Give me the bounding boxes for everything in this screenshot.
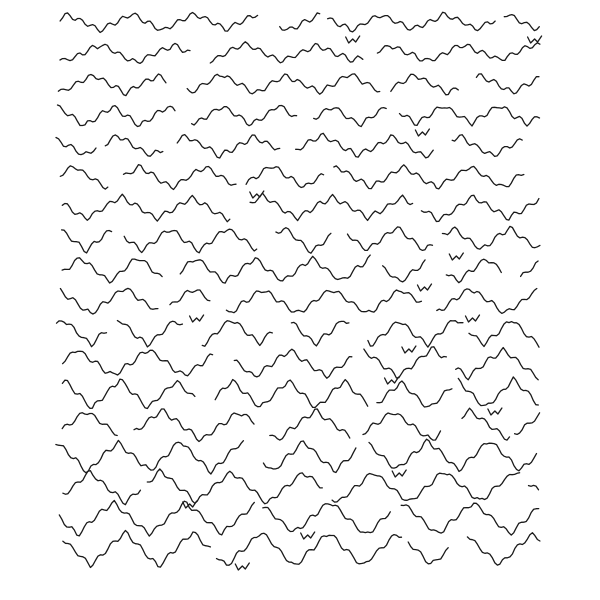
- wavy-line: [249, 192, 414, 222]
- wavy-line: [363, 346, 448, 379]
- wavy-line: [279, 12, 321, 31]
- wavy-line: [401, 345, 417, 354]
- wavy-line: [464, 314, 481, 323]
- wavy-line: [300, 531, 316, 540]
- wavy-line: [59, 11, 259, 34]
- wavy-line: [104, 134, 164, 157]
- wavy-line: [245, 166, 325, 189]
- wavy-line: [179, 254, 371, 284]
- wavy-line: [400, 502, 540, 536]
- wavy-line: [275, 227, 332, 254]
- wavy-line: [55, 136, 97, 156]
- wavy-line: [61, 378, 196, 410]
- wavy-line: [233, 348, 353, 379]
- wavy-line: [367, 320, 464, 348]
- wavy-line: [55, 320, 108, 348]
- wavy-line: [57, 73, 167, 97]
- wavy-line: [326, 11, 496, 33]
- wavy-line: [475, 73, 540, 95]
- wavy-line: [59, 42, 191, 65]
- wavy-line: [214, 378, 369, 409]
- wavy-line: [487, 407, 503, 416]
- wavy-line: [381, 259, 426, 283]
- wavy-line: [201, 320, 273, 347]
- wavy-line: [186, 73, 381, 95]
- wavy-line: [468, 320, 540, 348]
- wavy-line: [61, 412, 118, 437]
- wavy-line: [503, 13, 540, 32]
- wavy-line: [333, 164, 525, 190]
- wavy-line: [182, 500, 198, 509]
- wavy-line: [60, 229, 113, 254]
- wavy-line: [390, 73, 459, 96]
- wavy-line: [519, 260, 539, 278]
- wavy-line: [209, 41, 364, 64]
- wavy-line: [190, 104, 298, 127]
- wavy-line: [513, 412, 541, 436]
- wavy-line: [62, 470, 142, 506]
- wavy-line: [455, 346, 539, 381]
- wavy-line: [445, 258, 502, 284]
- wavy-line: [169, 289, 211, 306]
- wavy-line: [451, 134, 523, 158]
- wavy-line: [188, 314, 205, 323]
- wavy-line: [133, 408, 255, 443]
- wavy-line: [61, 193, 231, 223]
- wavy-line: [290, 320, 350, 347]
- wavy-line: [225, 289, 423, 314]
- wavy-line: [420, 194, 540, 223]
- wavy-line: [448, 252, 464, 261]
- wavy-line: [58, 499, 255, 537]
- wavy-line: [441, 225, 541, 250]
- wavy-line: [436, 287, 538, 315]
- wavy-line: [123, 228, 258, 254]
- wavy-line: [416, 283, 433, 292]
- wavy-line: [466, 532, 541, 566]
- wavy-line: [383, 376, 400, 385]
- wavy-line: [176, 133, 281, 159]
- wavy-line: [61, 349, 214, 377]
- wavy-line: [527, 484, 540, 491]
- wavy-line: [61, 257, 163, 284]
- wavy-line: [234, 562, 250, 571]
- wavy-line: [313, 106, 387, 128]
- wavy-line: [262, 440, 357, 474]
- wavy-line: [407, 541, 449, 565]
- wavy-line: [368, 438, 538, 473]
- wavy-line: [269, 408, 351, 441]
- wavy-line: [346, 226, 434, 252]
- wavy-line: [526, 35, 543, 44]
- wavy-line: [398, 106, 541, 127]
- wavy-line: [146, 468, 323, 505]
- wavy-line: [391, 469, 407, 478]
- wavy-line: [376, 42, 541, 62]
- wavy-line: [59, 287, 159, 315]
- wavy-line: [362, 412, 442, 441]
- wavy-line: [122, 163, 237, 191]
- wavy-line: [215, 532, 403, 566]
- wavy-line: [461, 407, 511, 441]
- wavy-line: [457, 376, 539, 407]
- wavy-line: [414, 128, 431, 137]
- wavy-line: [376, 380, 453, 408]
- wavy-line: [59, 165, 109, 190]
- wavy-line: [116, 319, 184, 348]
- wavy-line: [331, 472, 521, 503]
- wavy-line: [345, 35, 361, 44]
- wavy-line: [62, 529, 212, 569]
- wavy-line: [56, 104, 176, 128]
- wavy-line: [295, 132, 434, 159]
- wavy-line: [262, 503, 391, 534]
